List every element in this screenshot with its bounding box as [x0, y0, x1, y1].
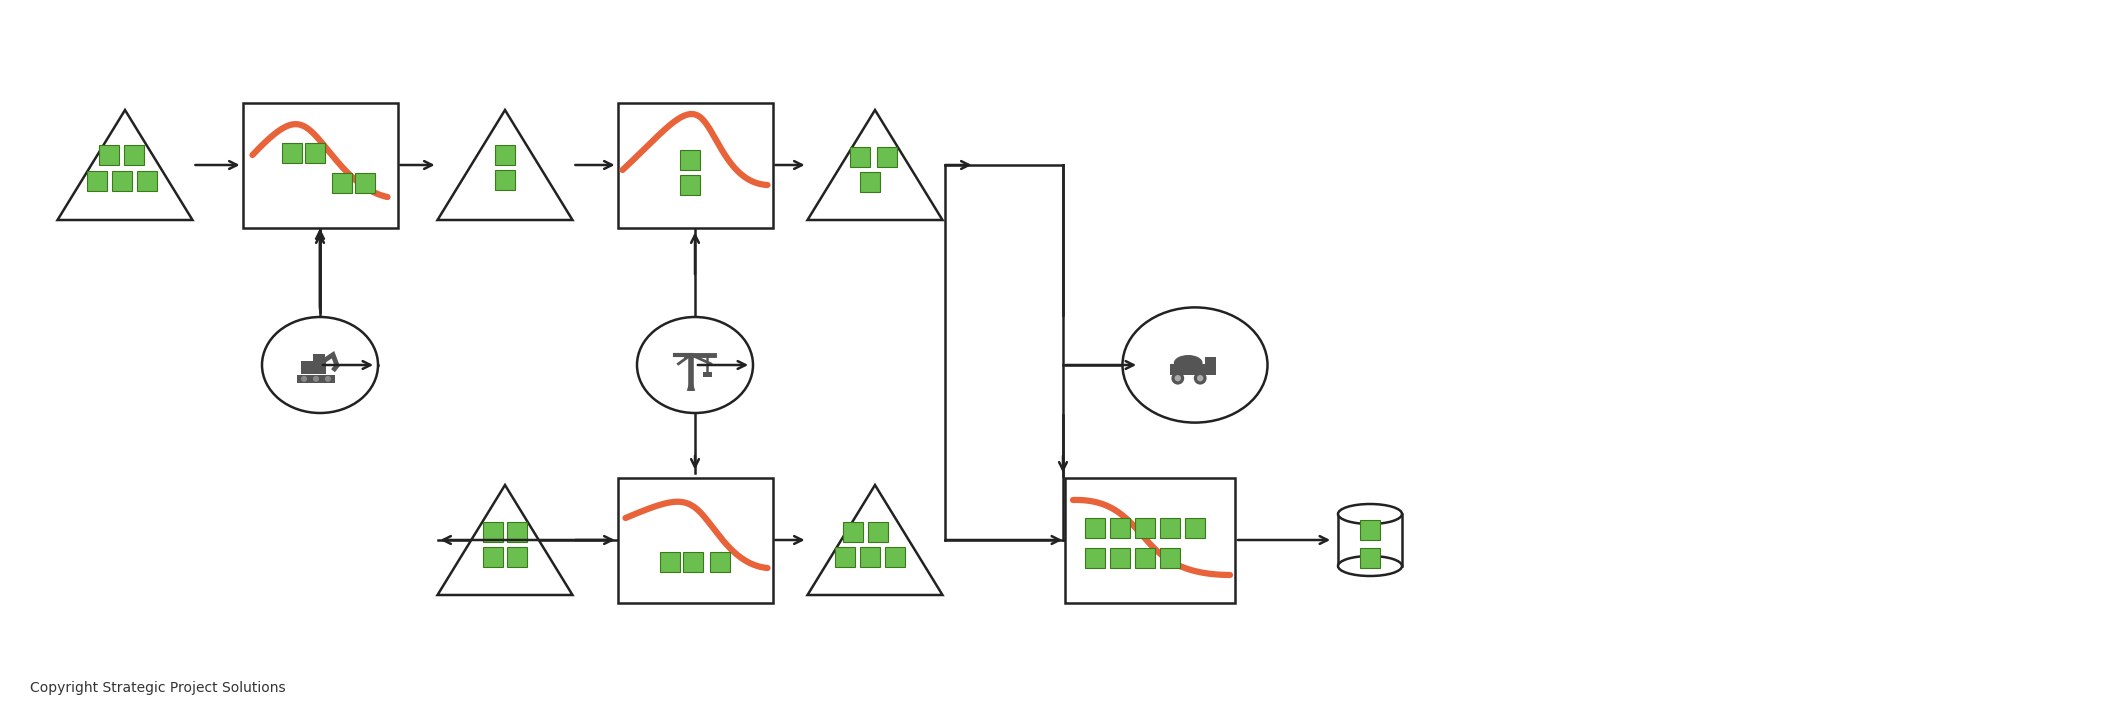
Bar — [1205, 357, 1216, 374]
Bar — [885, 547, 904, 567]
Bar — [834, 547, 856, 567]
Bar — [710, 552, 731, 572]
Polygon shape — [438, 110, 572, 220]
Bar — [301, 361, 326, 374]
Bar — [241, 102, 398, 228]
Bar — [1110, 518, 1131, 538]
Bar — [849, 147, 870, 167]
Bar — [1084, 518, 1106, 538]
Bar — [483, 547, 502, 567]
Bar — [282, 143, 303, 163]
Polygon shape — [807, 110, 943, 220]
Bar — [680, 150, 701, 170]
Circle shape — [301, 376, 307, 382]
Bar — [1135, 548, 1154, 568]
Bar — [506, 522, 527, 542]
Polygon shape — [686, 378, 695, 391]
Bar — [1169, 364, 1216, 375]
Circle shape — [1171, 372, 1184, 384]
Bar — [661, 552, 680, 572]
Bar — [1360, 520, 1381, 540]
Ellipse shape — [638, 317, 754, 413]
Ellipse shape — [263, 317, 377, 413]
Bar — [680, 175, 701, 195]
Bar — [843, 522, 862, 542]
Bar — [860, 547, 879, 567]
Bar — [496, 145, 515, 165]
Bar — [506, 547, 527, 567]
Bar — [1161, 518, 1180, 538]
Bar — [1065, 477, 1235, 603]
Bar — [1084, 548, 1106, 568]
Ellipse shape — [1173, 355, 1203, 371]
Bar — [1161, 548, 1180, 568]
Circle shape — [313, 376, 320, 382]
Circle shape — [324, 376, 330, 382]
Circle shape — [1195, 372, 1207, 384]
Bar — [703, 372, 712, 377]
Bar — [483, 522, 502, 542]
Bar — [356, 173, 375, 193]
Circle shape — [1175, 375, 1182, 382]
Bar — [682, 552, 703, 572]
Bar — [1360, 548, 1381, 568]
Text: Copyright Strategic Project Solutions: Copyright Strategic Project Solutions — [30, 681, 286, 695]
Bar — [618, 102, 773, 228]
Bar — [87, 171, 108, 191]
Bar — [1339, 514, 1402, 566]
Bar — [112, 171, 131, 191]
Bar — [868, 522, 887, 542]
Circle shape — [1197, 375, 1203, 382]
Bar — [496, 170, 515, 190]
Ellipse shape — [1339, 504, 1402, 524]
Bar — [305, 143, 324, 163]
Bar — [877, 147, 898, 167]
Bar — [313, 354, 326, 364]
Bar — [297, 375, 335, 383]
Ellipse shape — [1339, 556, 1402, 576]
Bar — [1110, 548, 1131, 568]
Polygon shape — [438, 485, 572, 595]
Polygon shape — [57, 110, 193, 220]
Bar — [618, 477, 773, 603]
Polygon shape — [807, 485, 943, 595]
Bar — [125, 145, 144, 165]
Bar — [1135, 518, 1154, 538]
Bar — [100, 145, 119, 165]
Bar — [333, 173, 352, 193]
Ellipse shape — [1123, 307, 1267, 423]
Bar — [138, 171, 157, 191]
Bar — [1184, 518, 1205, 538]
Bar — [860, 172, 879, 192]
